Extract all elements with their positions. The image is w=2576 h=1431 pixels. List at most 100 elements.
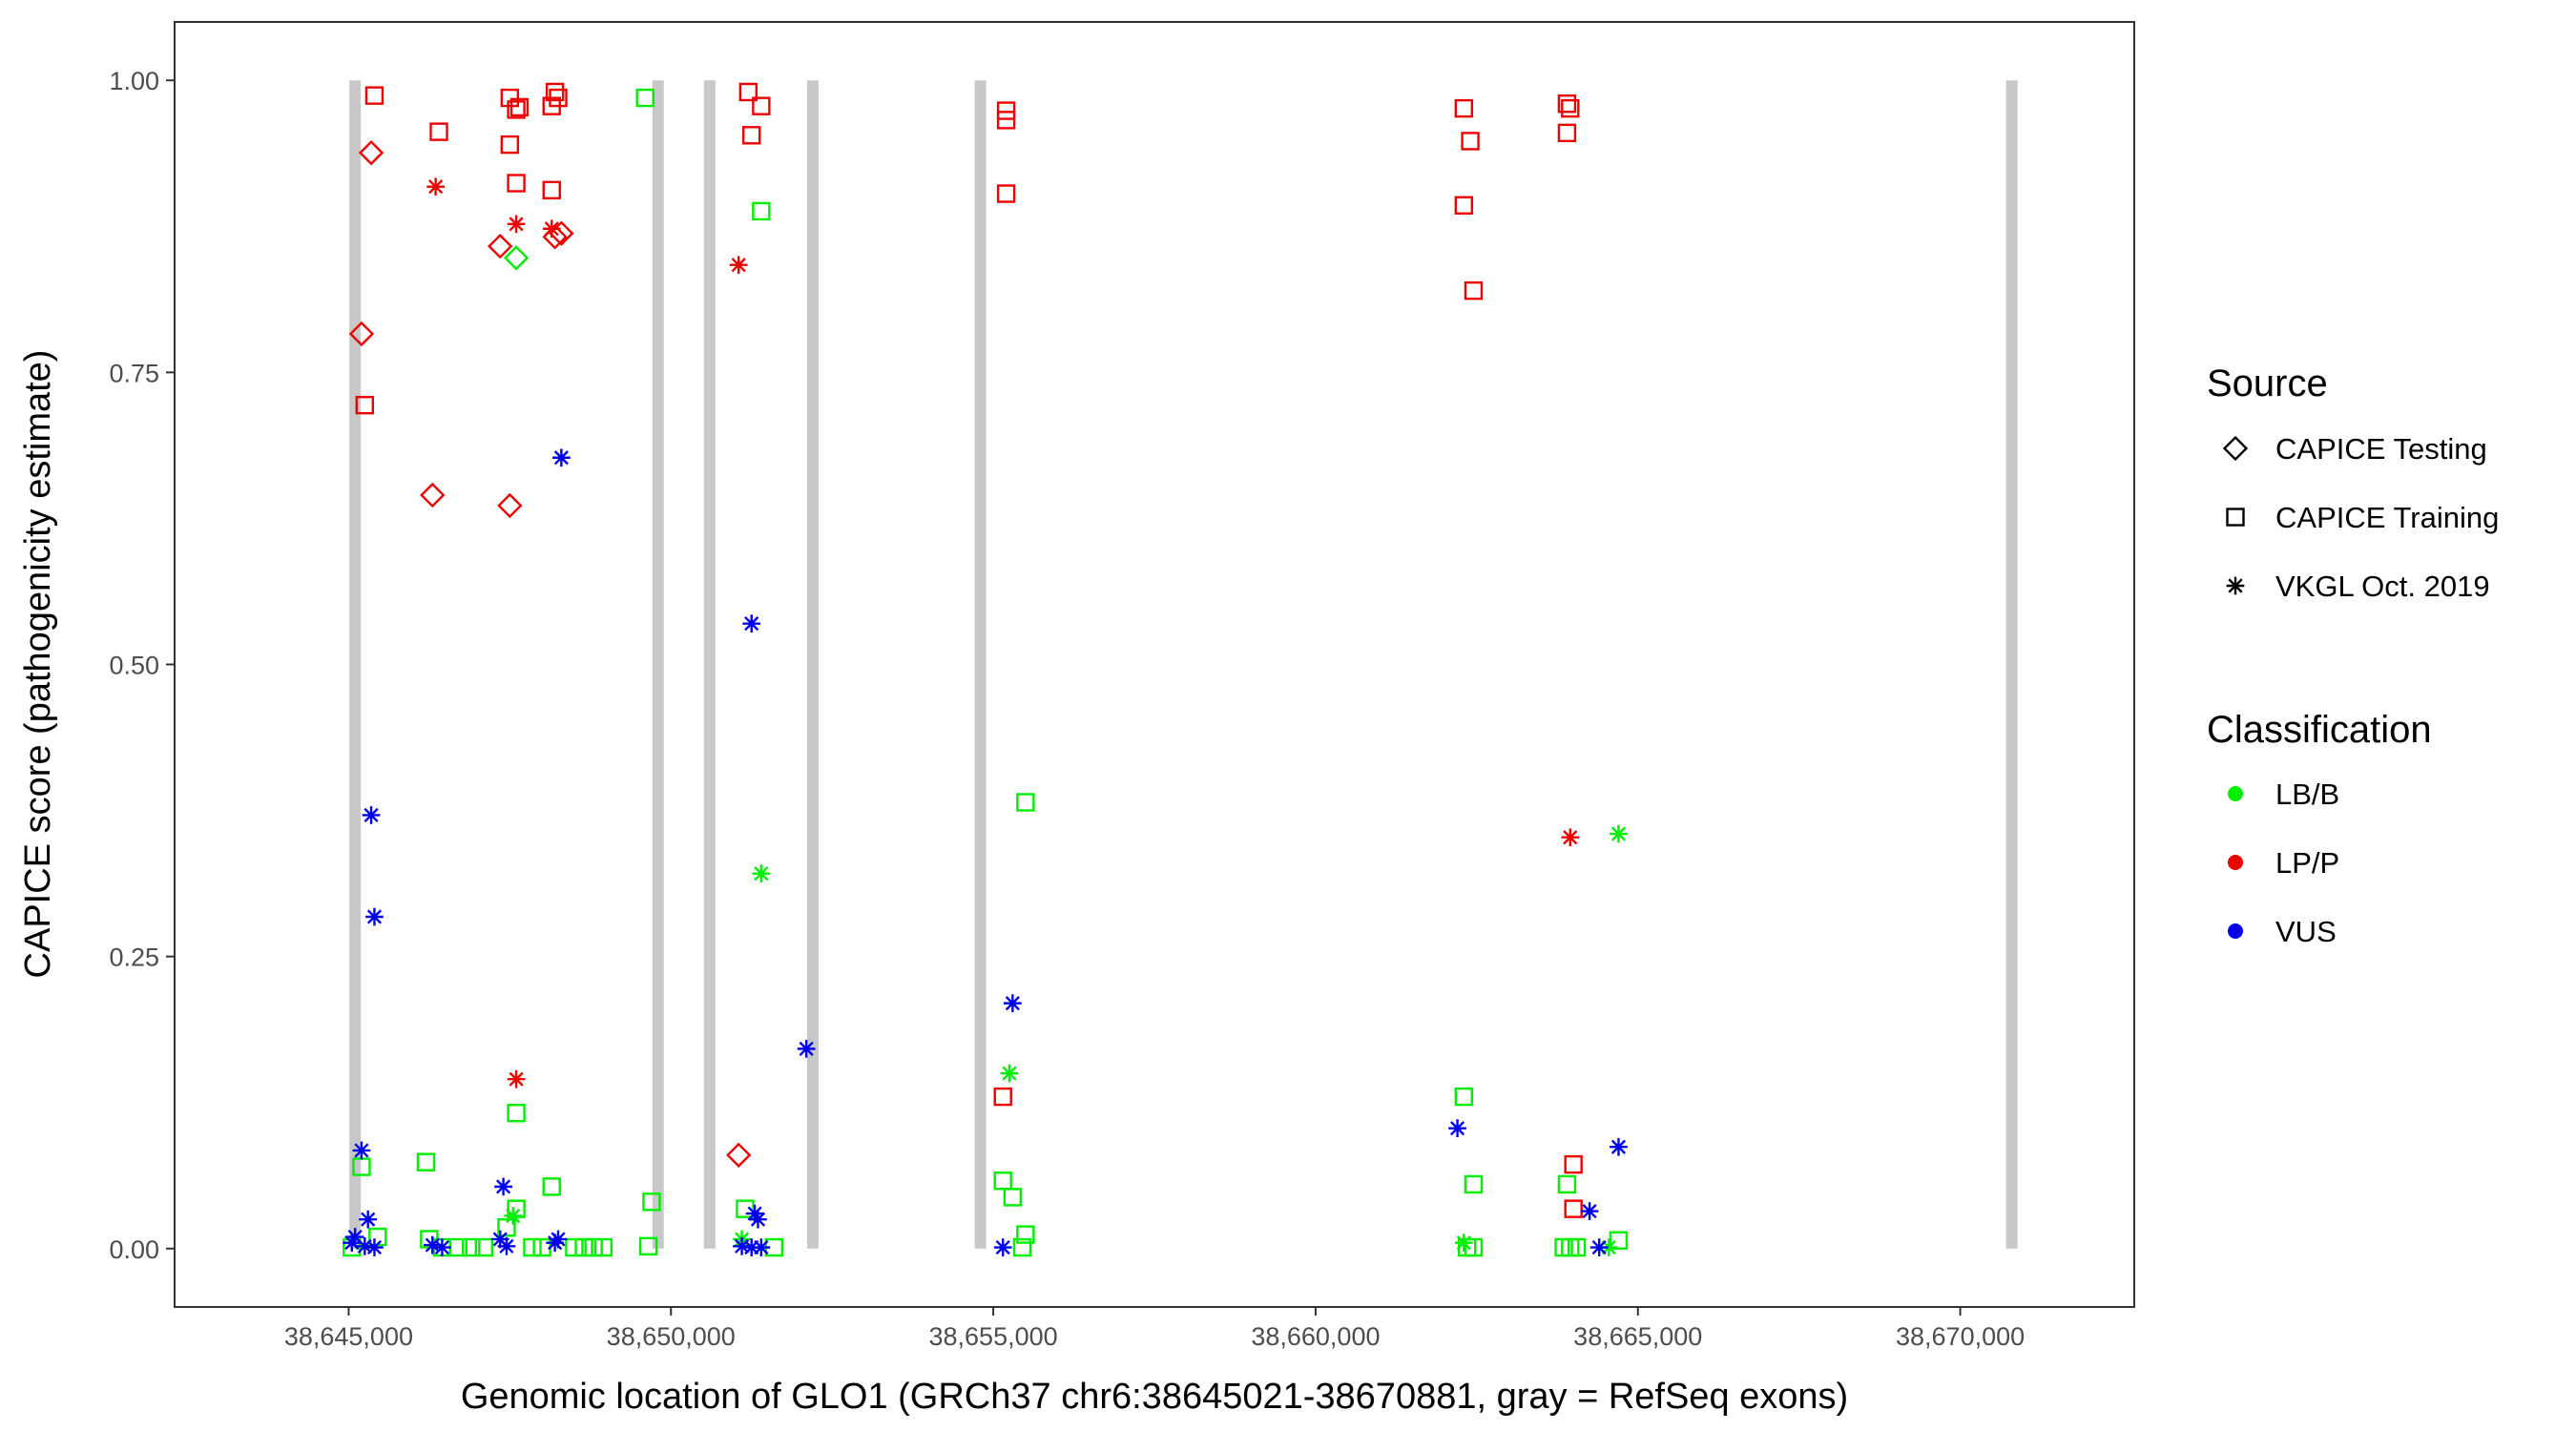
data-point — [1464, 1174, 1484, 1194]
data-point — [742, 614, 761, 633]
data-point — [1004, 994, 1022, 1012]
exon-band — [2005, 80, 2018, 1249]
data-point — [752, 201, 771, 221]
data-point — [1609, 1231, 1629, 1250]
legend-source-item: CAPICE Testing — [2222, 432, 2487, 466]
data-point — [1464, 1237, 1484, 1257]
data-point — [420, 482, 446, 508]
data-point — [1000, 1064, 1019, 1083]
data-point — [507, 1069, 526, 1089]
exon-band — [974, 80, 987, 1249]
data-point — [1454, 196, 1474, 215]
data-point — [497, 1218, 516, 1237]
data-point — [993, 1172, 1012, 1191]
data-point — [542, 224, 568, 250]
data-point — [355, 1236, 374, 1255]
exon-band — [703, 80, 716, 1249]
data-point — [364, 86, 384, 105]
data-point — [355, 395, 375, 415]
data-point — [742, 126, 761, 145]
data-point — [752, 1238, 771, 1256]
data-point — [474, 1237, 494, 1257]
data-point — [488, 233, 513, 259]
data-point — [1561, 98, 1580, 118]
data-point — [500, 88, 520, 108]
data-point — [542, 180, 561, 200]
data-point — [1454, 1234, 1473, 1252]
plot-panel-border — [174, 21, 2135, 1308]
data-point — [359, 1210, 378, 1229]
data-point — [523, 1237, 542, 1257]
data-point — [504, 1207, 523, 1225]
data-point — [433, 1238, 451, 1256]
data-point — [507, 1104, 526, 1123]
data-point — [546, 1234, 564, 1252]
exon-band — [652, 80, 664, 1249]
data-point — [1564, 1154, 1583, 1174]
legend-source-item: CAPICE Training — [2226, 501, 2499, 534]
data-point — [1561, 1237, 1580, 1257]
data-point — [996, 111, 1016, 130]
data-point — [416, 1152, 436, 1172]
legend-source-title: Source — [2207, 363, 2328, 404]
data-point — [738, 82, 758, 102]
legend-class-label: LB/B — [2275, 778, 2339, 811]
data-point — [507, 215, 526, 234]
data-point — [462, 1237, 481, 1257]
data-point — [1557, 94, 1577, 114]
data-point — [1454, 1087, 1474, 1107]
legend-source-item: VKGL Oct. 2019 — [2226, 570, 2490, 603]
data-point — [507, 100, 526, 119]
data-point — [584, 1237, 603, 1257]
data-point — [362, 806, 381, 824]
data-point — [426, 177, 445, 197]
exon-band — [806, 80, 819, 1249]
data-point — [497, 1236, 516, 1255]
x-tick-label: 38,665,000 — [1573, 1322, 1702, 1351]
data-point — [1016, 793, 1035, 812]
data-point — [542, 96, 561, 115]
y-tick-label: 1.00 — [109, 67, 159, 95]
data-point — [1448, 1119, 1466, 1137]
exon-band — [349, 80, 362, 1249]
legend-class-label: VUS — [2275, 915, 2337, 948]
data-point — [642, 1192, 661, 1212]
data-point — [1557, 1174, 1577, 1194]
x-tick-label: 38,655,000 — [929, 1322, 1058, 1351]
legend-source-label: CAPICE Testing — [2275, 432, 2487, 466]
x-tick-label: 38,660,000 — [1251, 1322, 1380, 1351]
legend-source-items: CAPICE Testing CAPICE Training VKGL Oct. 2… — [2222, 432, 2499, 603]
exon-band-layer — [349, 80, 2018, 1249]
data-point — [1557, 123, 1577, 143]
y-axis: 0.00 0.25 0.50 0.75 1.00 — [109, 67, 175, 1264]
legend-source-label: CAPICE Training — [2275, 501, 2499, 534]
y-tick-label: 0.25 — [109, 944, 159, 972]
legend-classification-title: Classification — [2207, 709, 2432, 751]
data-point — [429, 122, 448, 141]
legend: Source CAPICE Testing CAPICE Training VKGL… — [2207, 363, 2499, 948]
data-point — [1589, 1238, 1609, 1256]
x-tick-label: 38,645,000 — [284, 1322, 413, 1351]
y-tick-label: 0.50 — [109, 652, 159, 680]
data-point — [1016, 1225, 1035, 1244]
data-point — [635, 88, 654, 108]
data-point — [996, 184, 1016, 203]
data-point — [797, 1040, 816, 1058]
legend-class-item: LB/B — [2228, 778, 2339, 811]
legend-color-dot — [2228, 855, 2243, 870]
legend-classification-items: LB/B LP/P VUS — [2228, 778, 2339, 948]
data-point — [365, 907, 384, 926]
data-point — [348, 321, 375, 347]
data-point — [993, 1238, 1012, 1256]
legend-key-diamond — [2222, 435, 2249, 462]
data-point — [509, 97, 530, 117]
data-point — [1610, 824, 1628, 843]
data-point — [500, 135, 520, 155]
data-point — [1564, 1199, 1583, 1218]
y-tick-label: 0.75 — [109, 359, 159, 387]
data-point — [733, 1236, 751, 1255]
legend-class-label: LP/P — [2275, 846, 2339, 880]
data-point — [638, 1236, 658, 1256]
y-tick-label: 0.00 — [109, 1235, 159, 1264]
